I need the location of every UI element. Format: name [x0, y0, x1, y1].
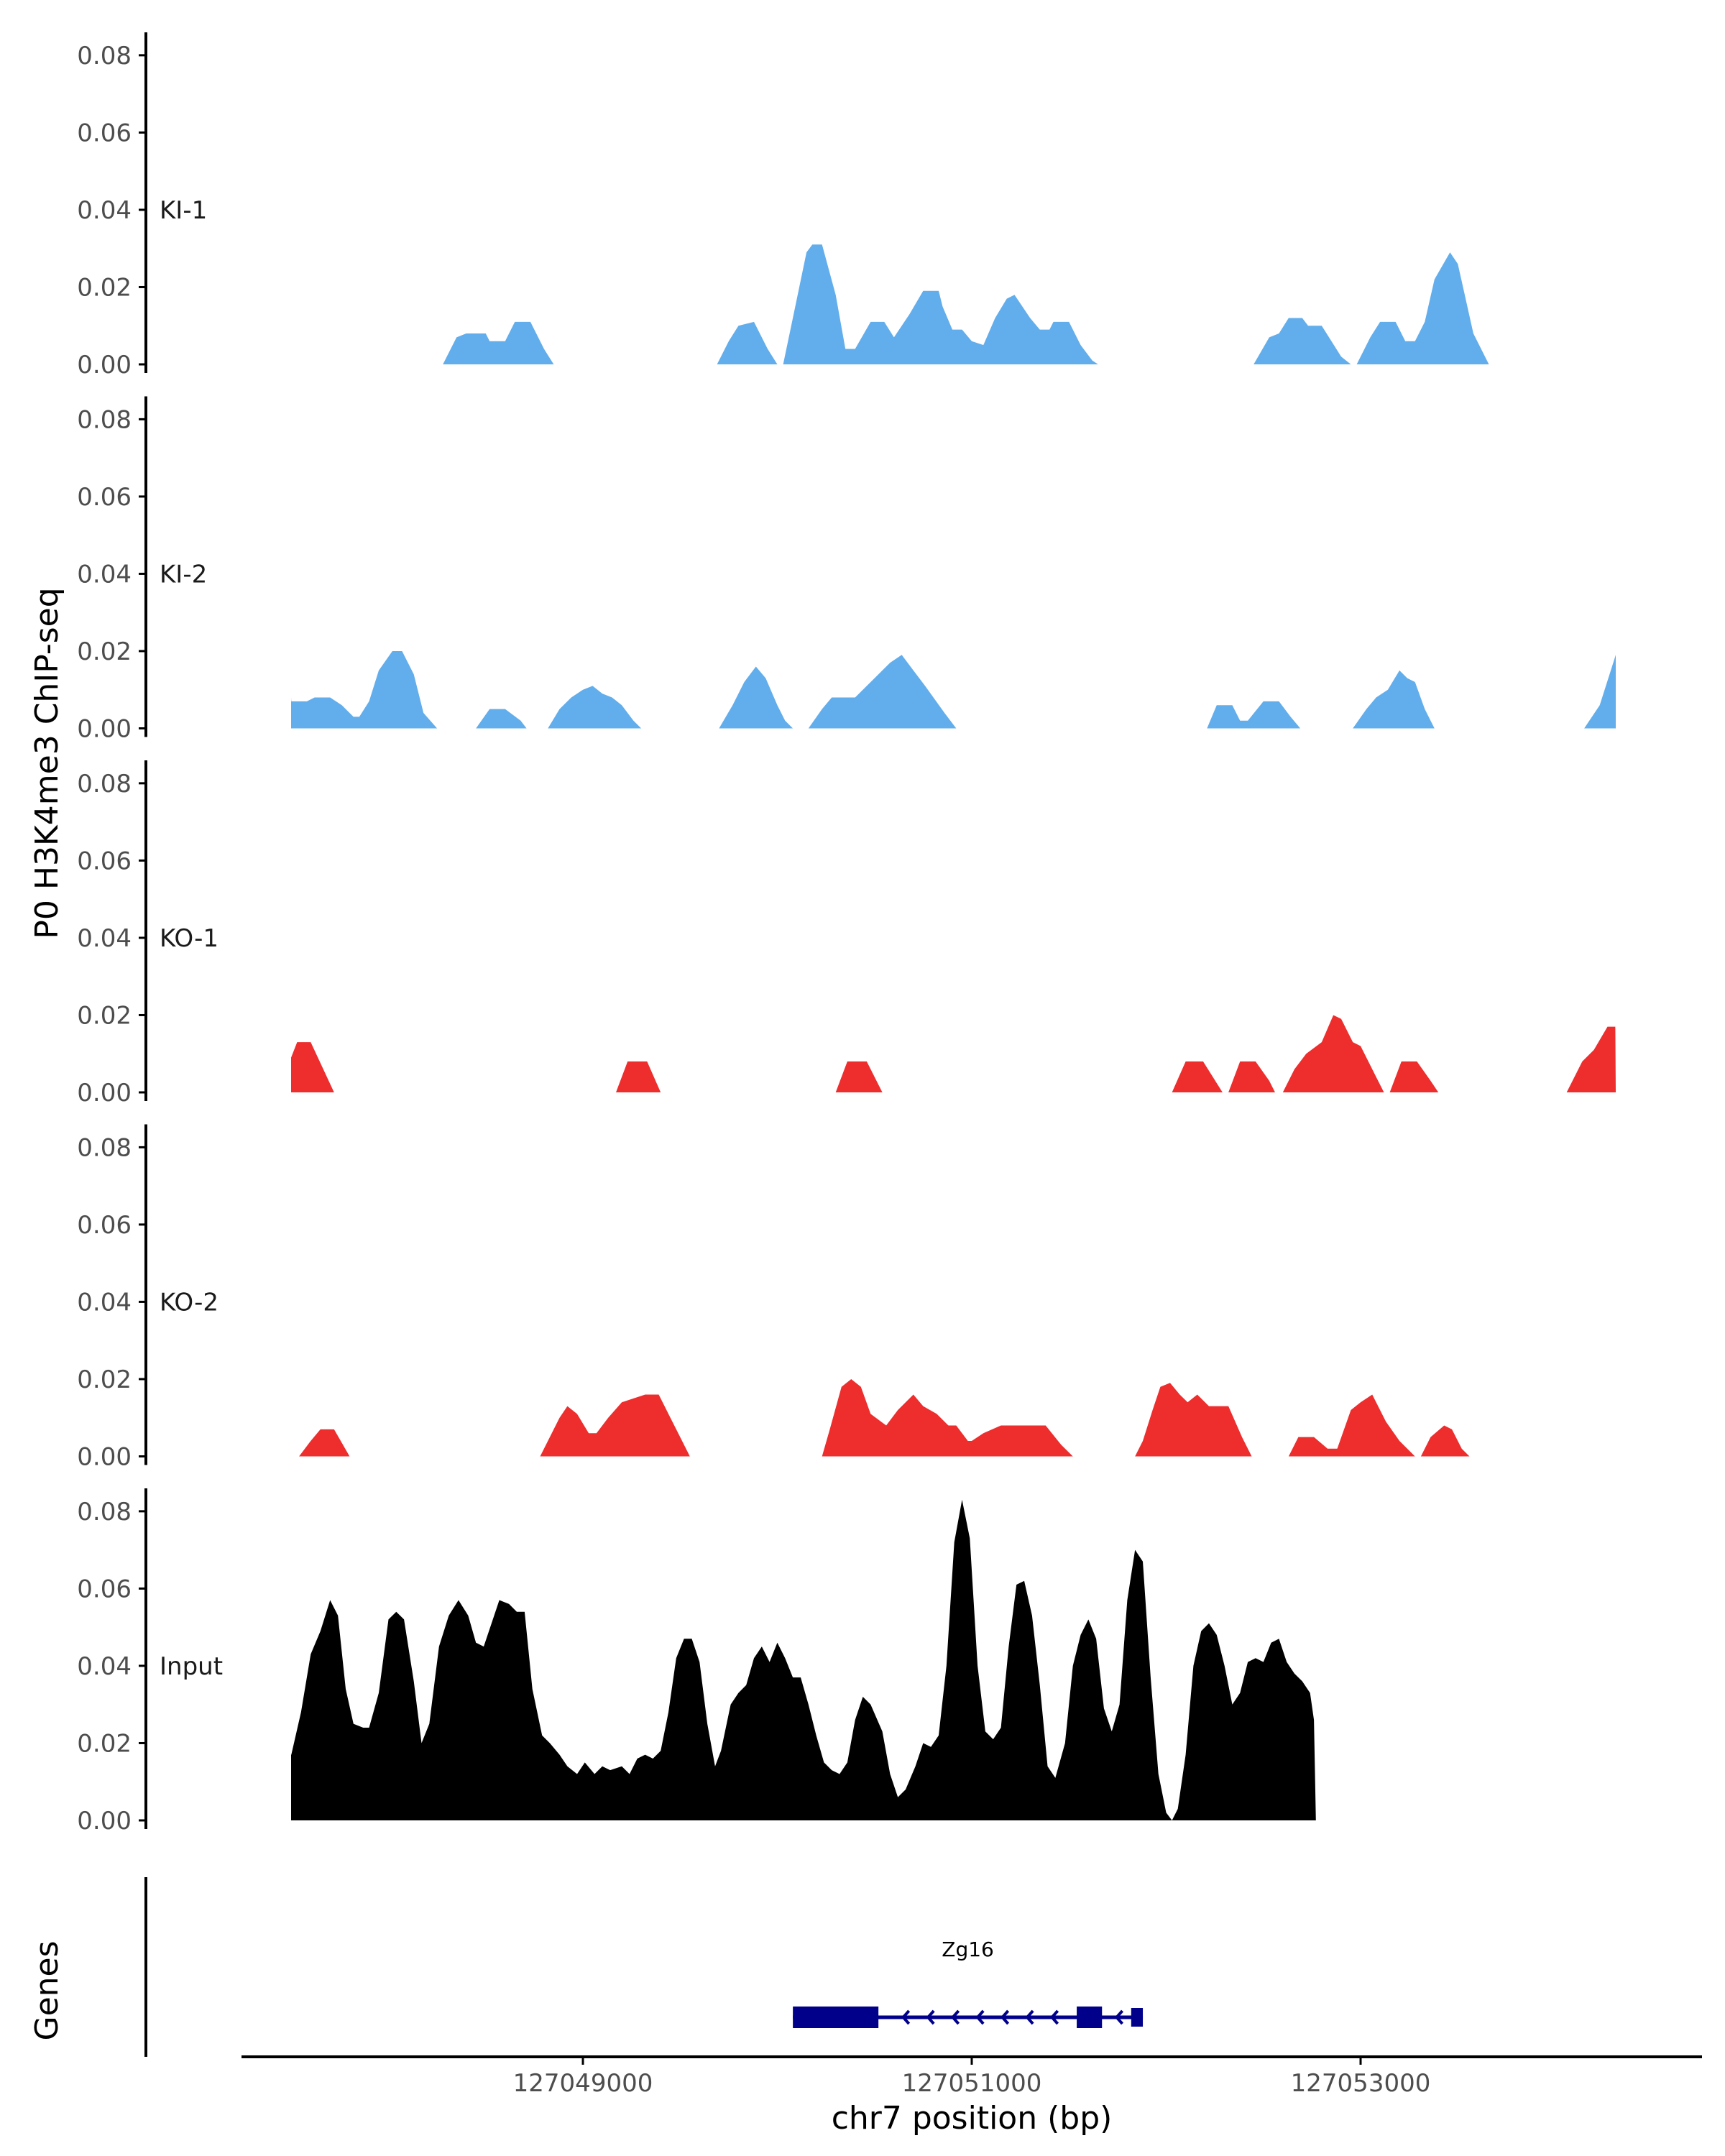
area-segment-ko-1-4: [835, 1061, 883, 1092]
gene-exon: [1131, 2008, 1144, 2027]
area-segment-ki-2-8: [1584, 655, 1616, 729]
area-segment-ko-1-6: [1228, 1061, 1275, 1092]
area-segment-ki-2-3: [548, 686, 642, 729]
track-label: KO-2: [160, 1288, 218, 1317]
y-tick-label: 0.00: [77, 1443, 132, 1472]
strand-arrow: [950, 2009, 960, 2025]
y-tick-label: 0.04: [77, 560, 132, 589]
area-segment-ko-2-4: [1135, 1383, 1252, 1457]
y-tick-label: 0.08: [77, 405, 132, 434]
y-tick-label: 0.08: [77, 1133, 132, 1162]
y-tick-label: 0.02: [77, 1001, 132, 1030]
y-tick-label: 0.04: [77, 1288, 132, 1317]
y-tick-label: 0.06: [77, 483, 132, 512]
y-tick-label: 0.08: [77, 1498, 132, 1526]
area-segment-ki-2-6: [1207, 701, 1301, 729]
track-ko-2: 0.00 0.02 0.04 0.06 0.08 KO-2: [77, 1124, 1470, 1472]
y-tick-label: 0.00: [77, 1079, 132, 1107]
y-tick-label: 0.02: [77, 1729, 132, 1758]
y-tick-label: 0.02: [77, 637, 132, 666]
strand-arrow: [926, 2009, 935, 2025]
area-segment-ko-2-1: [299, 1429, 350, 1457]
y-tick-label: 0.06: [77, 847, 132, 875]
track-ki-2: 0.00 0.02 0.04 0.06 0.08 KI-2: [77, 396, 1616, 744]
track-ko-1: 0.00 0.02 0.04 0.06 0.08 KO-1: [77, 760, 1616, 1107]
area-segment-ki-2-2: [476, 709, 527, 729]
area-segment-ki-1-3: [783, 244, 1098, 364]
area-segment-ko-2-3: [822, 1379, 1073, 1457]
x-tick-label: 127051000: [902, 2069, 1042, 2098]
area-segment-ko-1-9: [1566, 1026, 1616, 1092]
track-label: KI-2: [160, 560, 207, 589]
genes-track-title: Genes: [29, 1940, 65, 2040]
track-input: 0.00 0.02 0.04 0.06 0.08 Input: [77, 1488, 1316, 1835]
y-tick-label: 0.02: [77, 273, 132, 302]
area-segment-ko-2-2: [540, 1394, 690, 1457]
y-tick-label: 0.06: [77, 1575, 132, 1603]
strand-arrow: [1049, 2009, 1059, 2025]
area-segment-ki-1-5: [1356, 252, 1489, 364]
area-segment-ko-1-3: [616, 1061, 661, 1092]
area-segment-ko-1-5: [1172, 1061, 1223, 1092]
y-tick-label: 0.06: [77, 119, 132, 147]
strand-arrow: [901, 2009, 911, 2025]
area-segment-ki-2-4: [719, 666, 794, 729]
area-segment-ko-1-8: [1389, 1061, 1439, 1092]
y-tick-label: 0.08: [77, 770, 132, 798]
area-segment-ki-2-7: [1353, 670, 1435, 729]
strand-arrow: [1114, 2009, 1124, 2025]
gene-name-label: Zg16: [942, 1938, 994, 1961]
y-tick-label: 0.00: [77, 1807, 132, 1835]
area-segment-ki-1-4: [1254, 318, 1351, 364]
gene-track: Zg16: [144, 1877, 1144, 2057]
x-axis-title: chr7 position (bp): [832, 2100, 1113, 2137]
area-segment-ki-2-1: [291, 651, 438, 729]
area-segment-ko-2-6: [1420, 1425, 1470, 1457]
area-segment-ko-2-5: [1288, 1394, 1415, 1457]
x-tick-label: 127053000: [1291, 2069, 1431, 2098]
area-segment-ki-2-5: [808, 655, 957, 729]
y-tick-label: 0.02: [77, 1365, 132, 1394]
area-segment-ki-1-2: [717, 321, 778, 364]
track-label: Input: [160, 1652, 223, 1681]
area-segment-ko-1-2: [291, 1042, 334, 1092]
gene-exon: [1077, 2007, 1103, 2028]
y-axis-title: P0 H3K4me3 ChIP-seq: [29, 587, 65, 939]
y-tick-label: 0.08: [77, 42, 132, 70]
track-label: KI-1: [160, 196, 207, 225]
y-tick-label: 0.06: [77, 1211, 132, 1240]
gene-exon: [793, 2007, 879, 2028]
area-segment-input-1: [291, 1499, 1316, 1820]
x-axis: 127049000 127051000 127053000: [242, 2055, 1702, 2098]
track-ki-1: 0.00 0.02 0.04 0.06 0.08 KI-1: [77, 32, 1489, 379]
y-tick-label: 0.00: [77, 715, 132, 744]
y-tick-label: 0.04: [77, 196, 132, 225]
y-tick-label: 0.04: [77, 924, 132, 953]
area-segment-ki-1-1: [443, 321, 554, 364]
strand-arrow: [1000, 2009, 1010, 2025]
y-tick-label: 0.00: [77, 351, 132, 379]
area-segment-ko-1-7: [1282, 1015, 1384, 1092]
strand-arrow: [975, 2009, 985, 2025]
strand-arrow: [1025, 2009, 1034, 2025]
y-tick-label: 0.04: [77, 1652, 132, 1681]
x-tick-label: 127049000: [513, 2069, 653, 2098]
track-label: KO-1: [160, 924, 218, 953]
